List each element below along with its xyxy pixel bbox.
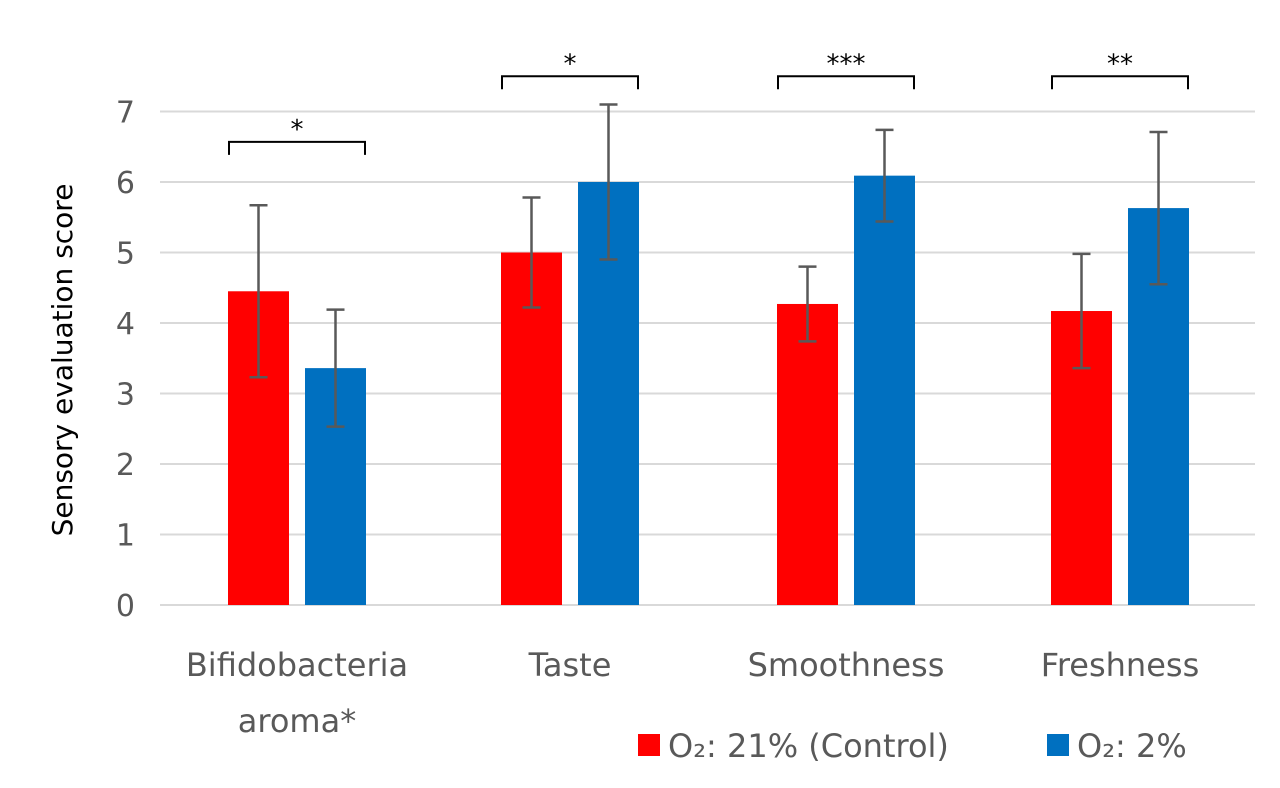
bar-low-oxygen-2 (854, 175, 915, 605)
significance-bracket-1 (501, 75, 639, 90)
y-axis-ticks: 0 1 2 3 4 5 6 7 (116, 96, 135, 625)
significance-bracket-0 (228, 140, 366, 155)
significance-label-0: * (291, 115, 304, 145)
y-tick-label-2: 2 (116, 448, 135, 483)
bar-control-1 (501, 252, 562, 605)
y-tick-label-1: 1 (116, 519, 135, 554)
significance-label-3: ** (1107, 49, 1133, 79)
category-label-0-0: Bifidobacteria (186, 646, 408, 684)
category-label-1-0: Taste (528, 646, 612, 684)
y-tick-label-0: 0 (116, 589, 135, 624)
y-tick-label-5: 5 (116, 237, 135, 272)
significance-bracket-2 (777, 75, 915, 90)
significance-label-2: *** (827, 49, 866, 79)
y-axis-label: Sensory evaluation score (46, 184, 79, 537)
category-label-3-0: Freshness (1041, 646, 1199, 684)
y-tick-label-3: 3 (116, 378, 135, 413)
category-label-0-1: aroma* (238, 702, 356, 740)
significance-label-1: * (564, 49, 577, 79)
x-axis-categories: Bifidobacteria aroma* Taste Smoothness Fresh… (186, 646, 1199, 740)
bars (228, 175, 1189, 605)
error-bars (249, 103, 1168, 428)
legend-swatch-control (638, 734, 660, 756)
legend-swatch-low-oxygen (1047, 734, 1069, 756)
significance-brackets: ** *** ** (228, 49, 1189, 155)
y-tick-label-7: 7 (116, 96, 135, 131)
bar-control-2 (777, 303, 838, 605)
category-label-2-0: Smoothness (748, 646, 945, 684)
legend: O₂: 21% (Control) O₂: 2% (638, 727, 1187, 765)
y-tick-label-6: 6 (116, 166, 135, 201)
legend-label-control: O₂: 21% (Control) (668, 727, 949, 765)
legend-label-low-oxygen: O₂: 2% (1077, 727, 1187, 765)
significance-bracket-3 (1051, 75, 1189, 90)
y-tick-label-4: 4 (116, 307, 135, 342)
